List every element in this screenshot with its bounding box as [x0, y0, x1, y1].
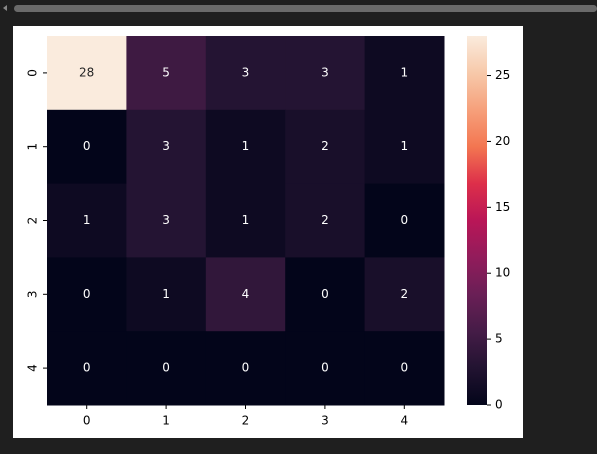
cell-label: 1 — [242, 213, 250, 227]
colorbar-tick-label: 0 — [495, 398, 503, 412]
cell-label: 3 — [162, 213, 170, 227]
cell — [47, 109, 127, 185]
cell-label: 0 — [321, 361, 329, 375]
cell-label: 0 — [83, 139, 91, 153]
x-tick-label: 4 — [400, 414, 408, 428]
y-tick-label: 4 — [26, 364, 40, 372]
cell — [364, 183, 445, 258]
cell — [364, 36, 445, 111]
cell-label: 4 — [242, 287, 250, 301]
cell-label: 2 — [400, 287, 408, 301]
cell-label: 1 — [400, 139, 408, 153]
cell — [364, 331, 445, 406]
y-tick-label: 0 — [26, 69, 40, 77]
cell-label: 0 — [83, 361, 91, 375]
cell — [205, 36, 286, 111]
x-tick-label: 0 — [83, 414, 91, 428]
cell — [285, 109, 366, 185]
cell-label: 0 — [400, 213, 408, 227]
cell — [205, 257, 286, 332]
cell — [47, 257, 127, 332]
colorbar-tick-label: 25 — [495, 68, 510, 82]
colorbar — [467, 36, 487, 405]
cell-label: 1 — [400, 65, 408, 79]
cell-label: 0 — [321, 287, 329, 301]
cell — [126, 36, 207, 111]
cell-label: 1 — [162, 287, 170, 301]
cell — [285, 257, 366, 332]
colorbar-tick-label: 5 — [495, 332, 503, 346]
colorbar-tick-label: 20 — [495, 134, 510, 148]
cell — [364, 109, 445, 185]
y-tick-label: 2 — [26, 217, 40, 225]
cell — [126, 109, 207, 185]
x-tick-label: 3 — [321, 414, 329, 428]
cell-label: 0 — [162, 361, 170, 375]
cell — [126, 257, 207, 332]
cell-label: 2 — [321, 213, 329, 227]
cell-label: 1 — [242, 139, 250, 153]
cell — [285, 183, 366, 258]
y-tick-label: 3 — [26, 290, 40, 298]
cell-label: 0 — [83, 287, 91, 301]
cell — [126, 331, 207, 406]
cell-label: 0 — [242, 361, 250, 375]
cell — [285, 331, 366, 406]
colorbar-tick-label: 10 — [495, 266, 510, 280]
cell — [126, 183, 207, 258]
scrollbar[interactable] — [14, 5, 597, 12]
scroll-left-arrow[interactable] — [3, 5, 7, 11]
cell-label: 0 — [400, 361, 408, 375]
cell-label: 2 — [321, 139, 329, 153]
x-tick-label: 2 — [242, 414, 250, 428]
y-tick-label: 1 — [26, 143, 40, 151]
cell — [364, 257, 445, 332]
cell — [47, 331, 127, 406]
cell — [205, 183, 286, 258]
x-tick-label: 1 — [162, 414, 170, 428]
cell-label: 28 — [79, 65, 94, 79]
cell — [205, 331, 286, 406]
cell-label: 3 — [321, 65, 329, 79]
heatmap: 28 5 3 3 10 3 1 2 11 3 1 2 00 1 4 0 20 0 0 0 00 1 2 3 4012340510… — [26, 36, 510, 428]
cell — [285, 36, 366, 111]
cell-label: 3 — [162, 139, 170, 153]
cell-label: 3 — [242, 65, 250, 79]
colorbar-tick-label: 15 — [495, 200, 510, 214]
cell-label: 5 — [162, 65, 170, 79]
cell — [205, 109, 286, 185]
cell — [47, 36, 127, 111]
cell — [47, 183, 127, 258]
cell-label: 1 — [83, 213, 91, 227]
